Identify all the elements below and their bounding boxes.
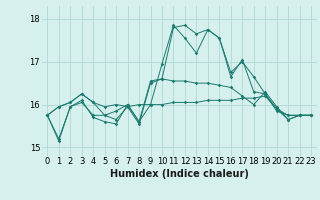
X-axis label: Humidex (Indice chaleur): Humidex (Indice chaleur)	[110, 169, 249, 179]
